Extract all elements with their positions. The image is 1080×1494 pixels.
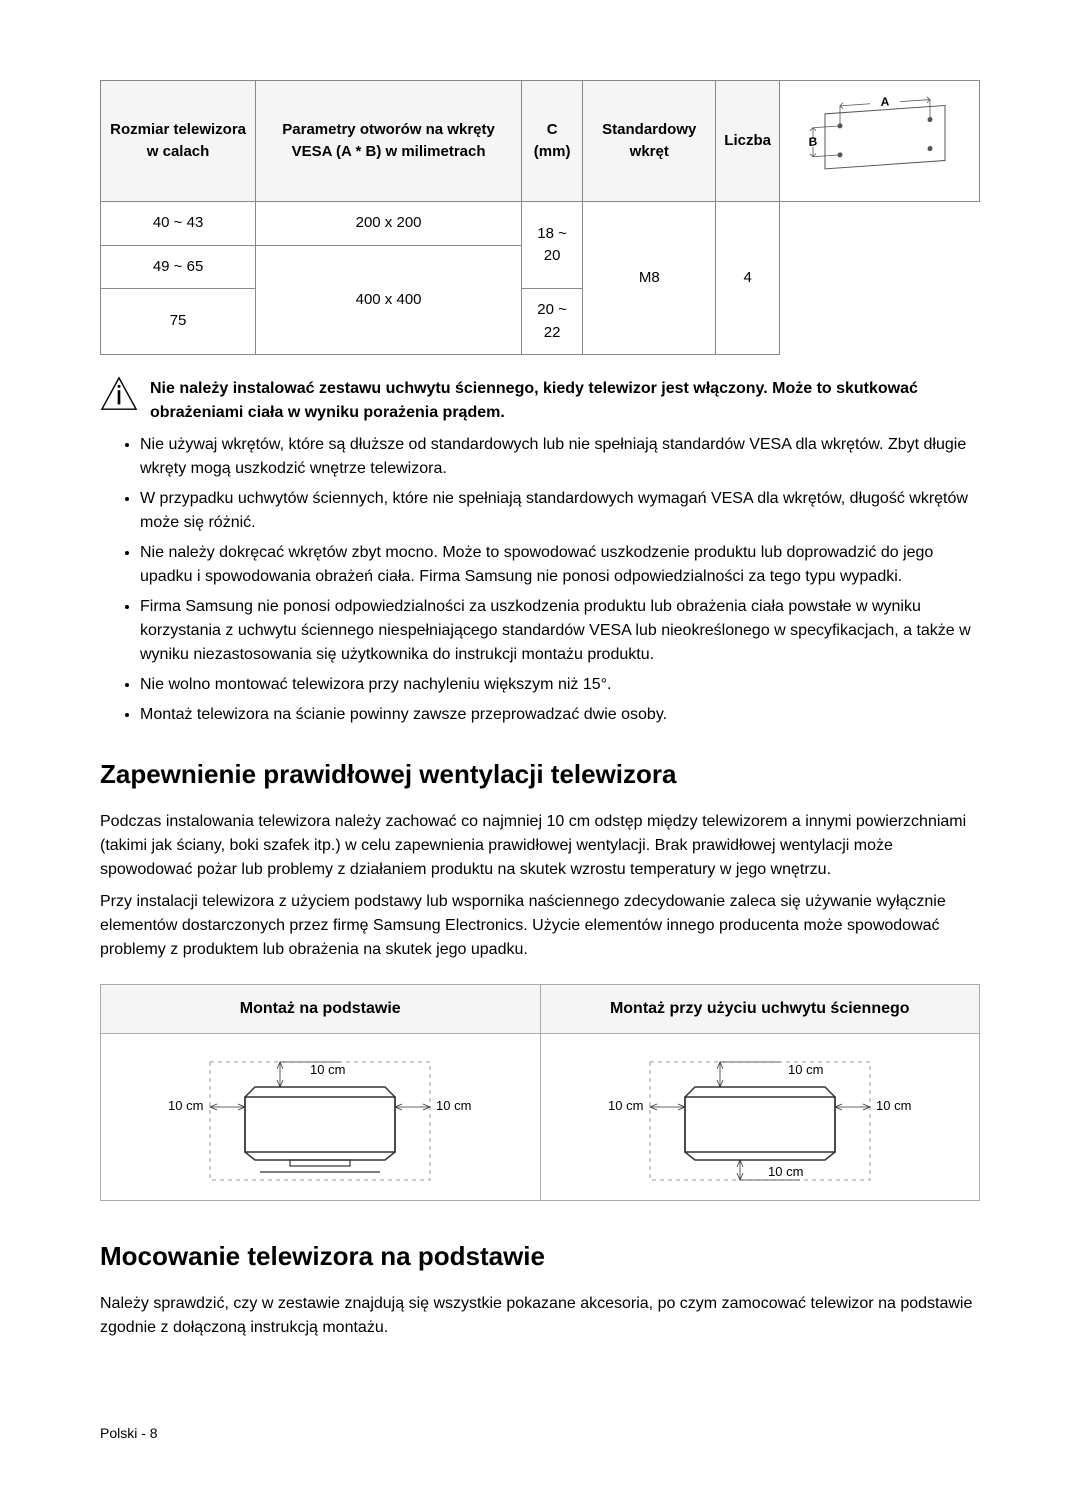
mount-header-wall: Montaż przy użyciu uchwytu ściennego	[540, 985, 980, 1034]
warning-triangle-icon	[100, 375, 138, 413]
svg-text:10 cm: 10 cm	[436, 1098, 471, 1113]
col-header-vesa: Parametry otworów na wkręty VESA (A * B)…	[256, 81, 522, 202]
list-item: W przypadku uchwytów ściennych, które ni…	[140, 487, 980, 535]
list-item: Montaż telewizora na ścianie powinny zaw…	[140, 703, 980, 727]
ventilation-heading: Zapewnienie prawidłowej wentylacji telew…	[100, 755, 980, 794]
cell-screw: M8	[583, 202, 716, 355]
cell-vesa: 400 x 400	[256, 245, 522, 355]
stand-para: Należy sprawdzić, czy w zestawie znajduj…	[100, 1292, 980, 1340]
cell-c: 20 ~ 22	[522, 289, 583, 355]
table-header-row: Rozmiar telewizora w calach Parametry ot…	[101, 81, 980, 202]
svg-text:B: B	[808, 134, 817, 149]
mount-header-stand: Montaż na podstawie	[101, 985, 541, 1034]
cell-size: 75	[101, 289, 256, 355]
ventilation-para: Podczas instalowania telewizora należy z…	[100, 810, 980, 882]
svg-text:10 cm: 10 cm	[876, 1098, 911, 1113]
svg-text:10 cm: 10 cm	[608, 1098, 643, 1113]
svg-text:10 cm: 10 cm	[768, 1164, 803, 1179]
warning-bullets: Nie używaj wkrętów, które są dłuższe od …	[100, 433, 980, 727]
cell-c: 18 ~ 20	[522, 202, 583, 289]
cell-count: 4	[716, 202, 780, 355]
list-item: Firma Samsung nie ponosi odpowiedzialnoś…	[140, 595, 980, 667]
list-item: Nie należy dokręcać wkrętów zbyt mocno. …	[140, 541, 980, 589]
wall-mount-diagram-icon: 10 cm 10 cm 10 cm 10 cm	[590, 1052, 930, 1182]
mounting-table: Montaż na podstawie Montaż przy użyciu u…	[100, 984, 980, 1201]
stand-section-heading: Mocowanie telewizora na podstawie	[100, 1237, 980, 1276]
table-row: 40 ~ 43 200 x 200 18 ~ 20 M8 4	[101, 202, 980, 246]
wall-diagram-cell: 10 cm 10 cm 10 cm 10 cm	[540, 1034, 980, 1201]
cell-size: 49 ~ 65	[101, 245, 256, 289]
svg-text:10 cm: 10 cm	[788, 1062, 823, 1077]
vesa-diagram-icon: A B	[795, 91, 965, 191]
table-row: 75 20 ~ 22	[101, 289, 980, 355]
svg-text:10 cm: 10 cm	[310, 1062, 345, 1077]
ventilation-para: Przy instalacji telewizora z użyciem pod…	[100, 890, 980, 962]
list-item: Nie wolno montować telewizora przy nachy…	[140, 673, 980, 697]
stand-mount-diagram-icon: 10 cm 10 cm 10 cm	[150, 1052, 490, 1182]
svg-text:10 cm: 10 cm	[168, 1098, 203, 1113]
page-footer: Polski - 8	[100, 1423, 158, 1444]
vesa-diagram-cell: A B	[780, 81, 980, 202]
stand-diagram-cell: 10 cm 10 cm 10 cm	[101, 1034, 541, 1201]
col-header-screw: Standardowy wkręt	[583, 81, 716, 202]
vesa-spec-table: Rozmiar telewizora w calach Parametry ot…	[100, 80, 980, 355]
col-header-size: Rozmiar telewizora w calach	[101, 81, 256, 202]
warning-text: Nie należy instalować zestawu uchwytu śc…	[150, 375, 980, 425]
svg-text:A: A	[880, 94, 889, 109]
cell-vesa: 200 x 200	[256, 202, 522, 246]
cell-size: 40 ~ 43	[101, 202, 256, 246]
warning-block: Nie należy instalować zestawu uchwytu śc…	[100, 375, 980, 425]
col-header-count: Liczba	[716, 81, 780, 202]
col-header-c: C (mm)	[522, 81, 583, 202]
list-item: Nie używaj wkrętów, które są dłuższe od …	[140, 433, 980, 481]
